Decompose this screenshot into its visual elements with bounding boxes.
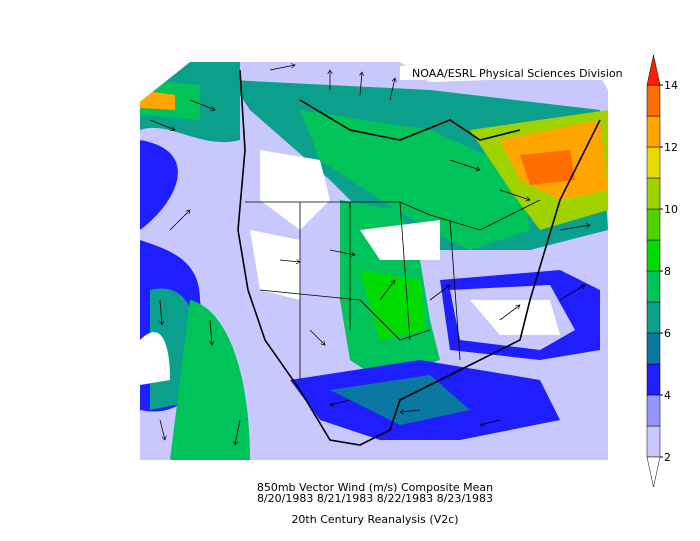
caption-line: 20th Century Reanalysis (V2c) [291,513,458,526]
color-swatch [646,332,661,365]
caption-line: 850mb Vector Wind (m/s) Composite Mean [257,481,493,494]
credit: NOAA/ESRL Physical Sciences Division [412,67,623,80]
color-swatch [646,363,661,396]
color-swatch [646,270,661,303]
color-swatch [646,425,661,458]
tick-label: 2 [664,451,671,464]
over-arrow [646,54,661,86]
color-swatch [646,239,661,272]
color-swatch [646,208,661,241]
caption-line: 8/20/1983 8/21/1983 8/22/1983 8/23/1983 [257,492,493,505]
color-swatch [646,394,661,427]
tick-label: 14 [664,79,678,92]
color-swatch [646,177,661,210]
tick-label: 4 [664,389,671,402]
tick-label: 6 [664,327,671,340]
tick-label: 8 [664,265,671,278]
tick-label: 10 [664,203,678,216]
color-swatch [646,146,661,179]
colorbar: 2 4 6 8 10 12 14 [646,54,678,488]
color-swatch [646,84,661,117]
under-arrow [646,456,661,488]
tick-label: 12 [664,141,678,154]
color-swatch [646,301,661,334]
color-swatch [646,115,661,148]
credit-box [400,66,610,80]
wind-map [140,62,608,460]
